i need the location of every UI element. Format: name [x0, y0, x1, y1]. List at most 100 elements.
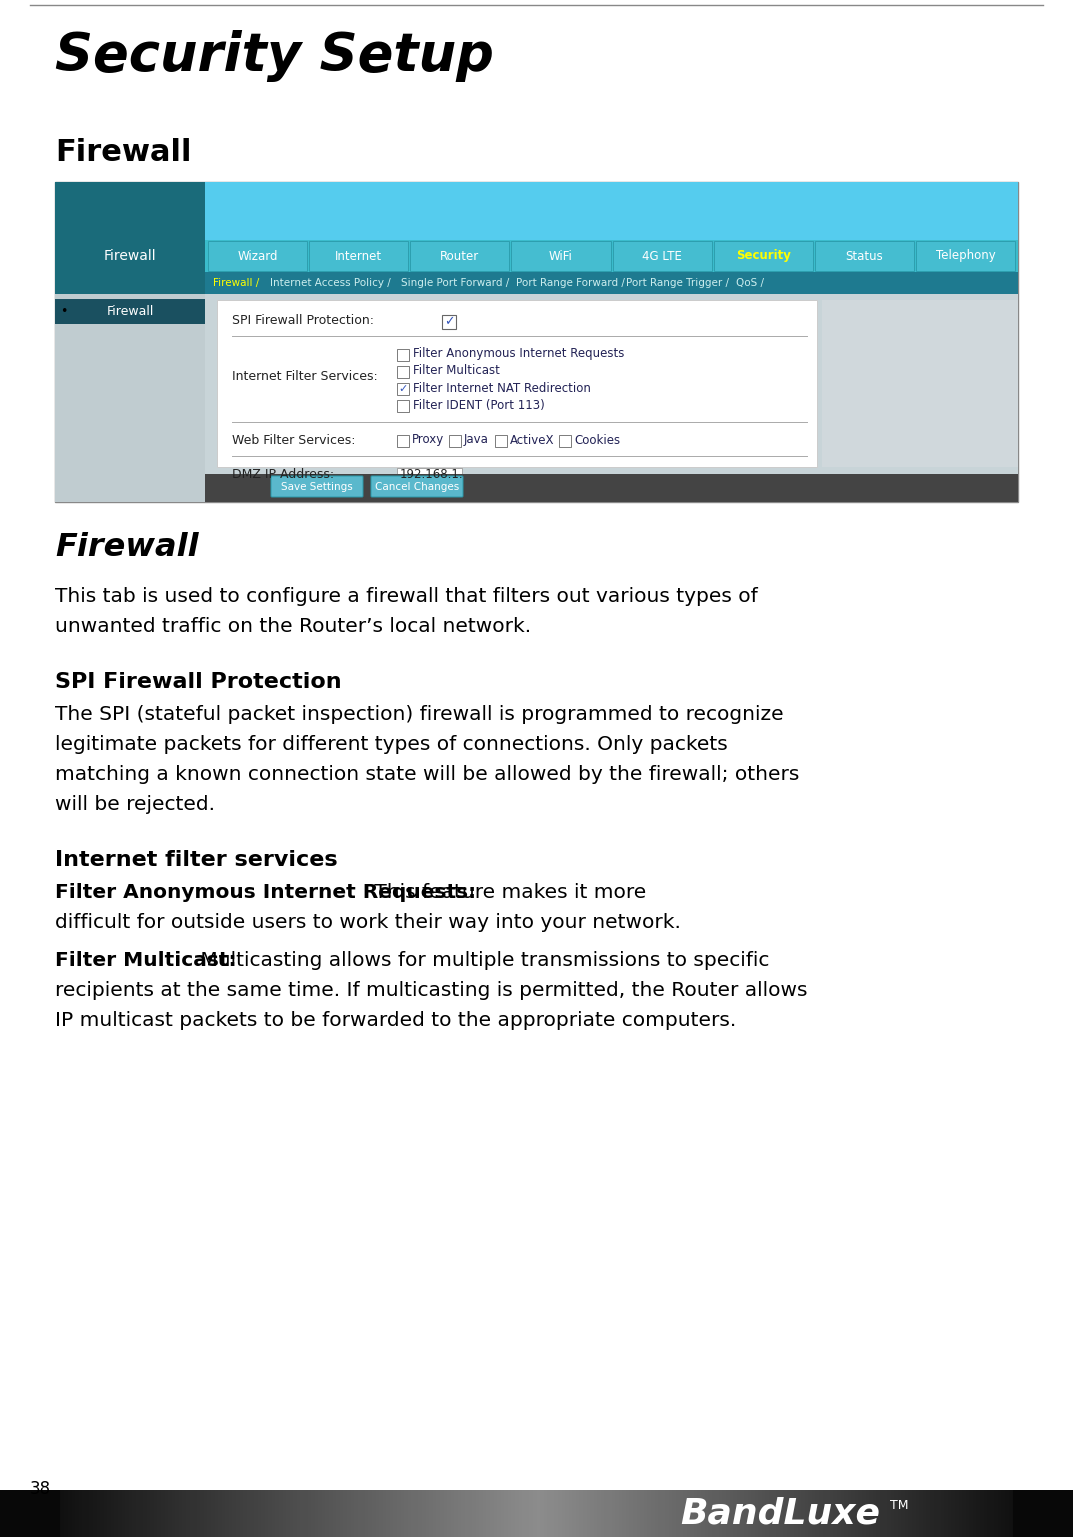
Bar: [529, 1489, 534, 1537]
Bar: [730, 1489, 734, 1537]
Bar: [397, 366, 409, 378]
Bar: [437, 1489, 441, 1537]
Bar: [851, 1489, 856, 1537]
Bar: [955, 1489, 959, 1537]
Bar: [379, 1489, 384, 1537]
Bar: [583, 1489, 588, 1537]
Bar: [55, 294, 205, 503]
Bar: [651, 1489, 656, 1537]
Bar: [822, 300, 1018, 467]
Bar: [1030, 1489, 1034, 1537]
Bar: [808, 1489, 813, 1537]
Bar: [604, 1489, 609, 1537]
Bar: [461, 1489, 466, 1537]
Bar: [1065, 1489, 1071, 1537]
Text: Status: Status: [846, 249, 883, 263]
Text: Filter Multicast:: Filter Multicast:: [55, 951, 236, 970]
Text: Cancel Changes: Cancel Changes: [374, 483, 459, 492]
Text: This feature makes it more: This feature makes it more: [368, 882, 646, 902]
Text: Port Range Trigger /: Port Range Trigger /: [627, 278, 730, 287]
Bar: [572, 1489, 577, 1537]
Text: Router: Router: [440, 249, 480, 263]
Bar: [966, 1489, 970, 1537]
Bar: [826, 1489, 831, 1537]
Bar: [923, 1489, 927, 1537]
Text: Filter Anonymous Internet Requests:: Filter Anonymous Internet Requests:: [55, 882, 476, 902]
Bar: [802, 1489, 806, 1537]
Bar: [93, 1489, 98, 1537]
Bar: [612, 1489, 616, 1537]
Bar: [333, 1489, 337, 1537]
Bar: [694, 1489, 699, 1537]
Bar: [308, 1489, 312, 1537]
Bar: [805, 1489, 809, 1537]
Bar: [83, 1489, 87, 1537]
Bar: [1019, 1489, 1024, 1537]
Bar: [132, 1489, 137, 1537]
Bar: [319, 1489, 323, 1537]
Bar: [147, 1489, 151, 1537]
Bar: [336, 1489, 341, 1537]
Bar: [383, 1489, 387, 1537]
Bar: [962, 1489, 967, 1537]
Bar: [855, 1489, 859, 1537]
Bar: [397, 1489, 401, 1537]
Bar: [579, 1489, 584, 1537]
Bar: [175, 1489, 180, 1537]
Bar: [665, 1489, 670, 1537]
Bar: [1013, 1489, 1073, 1537]
Text: Telephony: Telephony: [936, 249, 996, 263]
Bar: [454, 1489, 459, 1537]
Bar: [1023, 1489, 1028, 1537]
Bar: [909, 1489, 913, 1537]
Bar: [952, 1489, 956, 1537]
Bar: [18, 1489, 23, 1537]
Text: ✓: ✓: [444, 315, 454, 329]
Bar: [969, 1489, 974, 1537]
Bar: [236, 1489, 240, 1537]
Bar: [647, 1489, 652, 1537]
Bar: [812, 1489, 817, 1537]
Bar: [787, 1489, 792, 1537]
Bar: [351, 1489, 355, 1537]
Bar: [676, 1489, 680, 1537]
Bar: [168, 1489, 173, 1537]
Bar: [740, 1489, 745, 1537]
Text: Filter IDENT (Port 113): Filter IDENT (Port 113): [413, 398, 545, 412]
Bar: [261, 1489, 266, 1537]
Bar: [300, 1489, 305, 1537]
Bar: [1012, 1489, 1017, 1537]
Bar: [410, 241, 510, 271]
Bar: [705, 1489, 709, 1537]
Text: Firewall: Firewall: [104, 249, 157, 263]
Bar: [762, 1489, 766, 1537]
Bar: [208, 241, 307, 271]
Text: Save Settings: Save Settings: [281, 483, 353, 492]
Bar: [469, 1489, 473, 1537]
Bar: [314, 1489, 320, 1537]
Bar: [325, 1489, 330, 1537]
Bar: [239, 1489, 245, 1537]
Bar: [622, 1489, 627, 1537]
Text: Web Filter Services:: Web Filter Services:: [232, 433, 355, 447]
Bar: [50, 1489, 55, 1537]
Bar: [258, 1489, 262, 1537]
Text: difficult for outside users to work their way into your network.: difficult for outside users to work thei…: [55, 913, 681, 931]
Bar: [887, 1489, 892, 1537]
Bar: [687, 1489, 691, 1537]
Bar: [354, 1489, 358, 1537]
Bar: [343, 1489, 348, 1537]
Bar: [143, 1489, 148, 1537]
Bar: [547, 1489, 552, 1537]
Bar: [408, 1489, 412, 1537]
Bar: [55, 181, 1018, 503]
Bar: [211, 1489, 216, 1537]
Text: recipients at the same time. If multicasting is permitted, the Router allows: recipients at the same time. If multicas…: [55, 981, 808, 1001]
Bar: [626, 1489, 631, 1537]
Bar: [1016, 1489, 1020, 1537]
Bar: [432, 1489, 438, 1537]
Text: WiFi: WiFi: [549, 249, 573, 263]
Bar: [290, 1489, 294, 1537]
Bar: [164, 1489, 170, 1537]
Bar: [958, 1489, 964, 1537]
